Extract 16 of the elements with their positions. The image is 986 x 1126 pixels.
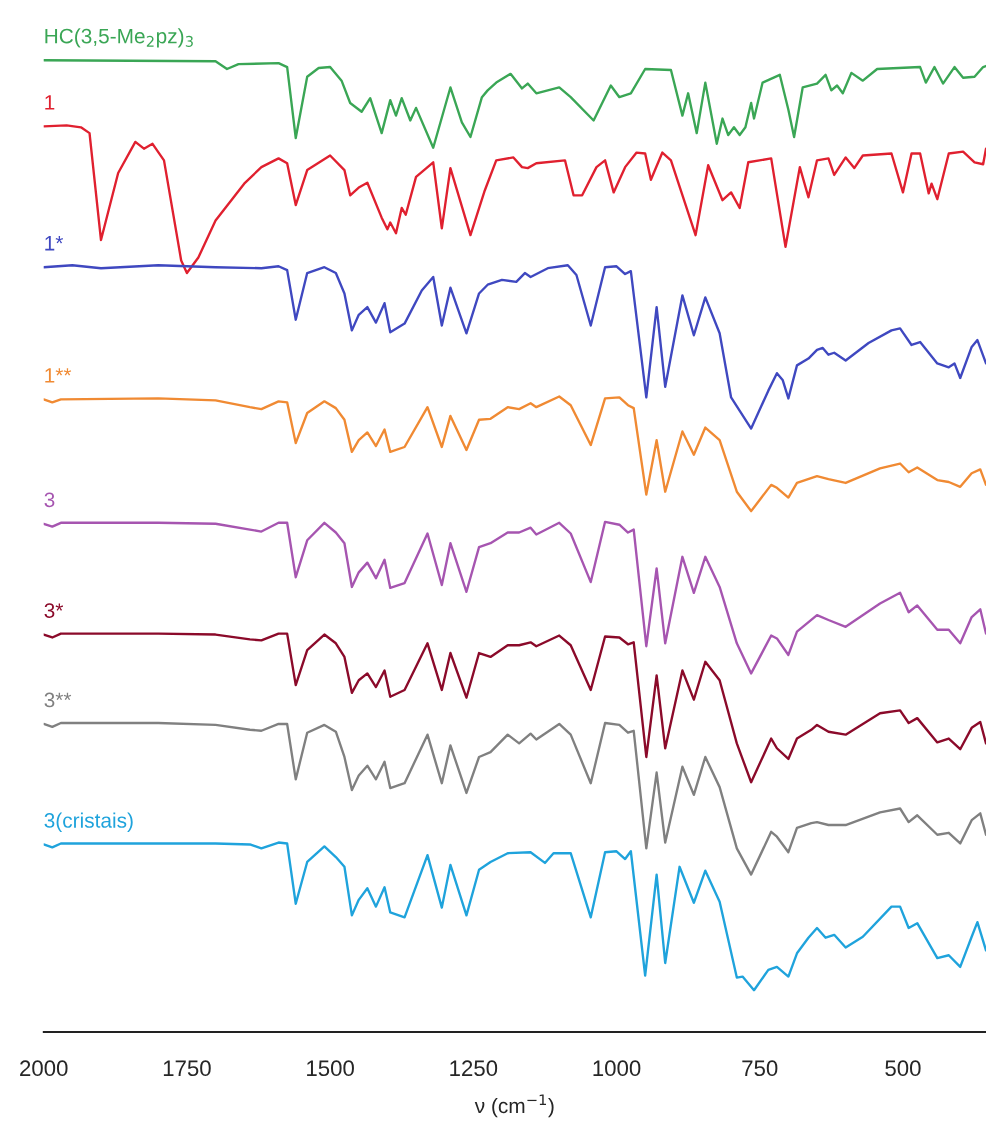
- series-label: 3*: [44, 603, 64, 618]
- series-label: HC(3,5-Me$_{2}$pz)$_{3}$: [45, 28, 193, 48]
- x-axis-title: ν (cm$^{−1}$): [474, 1094, 554, 1118]
- x-tick-label: 500: [885, 1060, 921, 1077]
- series-label: 3: [44, 492, 55, 508]
- x-tick-label: 1500: [307, 1060, 354, 1077]
- x-tick-label: 1250: [450, 1060, 498, 1077]
- series-label: 3(cristais): [44, 812, 133, 832]
- x-tick-label: 2000: [20, 1060, 68, 1077]
- series-label: 3**: [44, 692, 72, 708]
- x-tick-label: 750: [742, 1060, 778, 1077]
- series-label: 1**: [45, 368, 72, 383]
- series-label: 1: [45, 95, 55, 110]
- series-label: 1*: [45, 236, 64, 251]
- x-tick-label: 1750: [163, 1060, 211, 1077]
- x-tick-label: 1000: [593, 1060, 641, 1077]
